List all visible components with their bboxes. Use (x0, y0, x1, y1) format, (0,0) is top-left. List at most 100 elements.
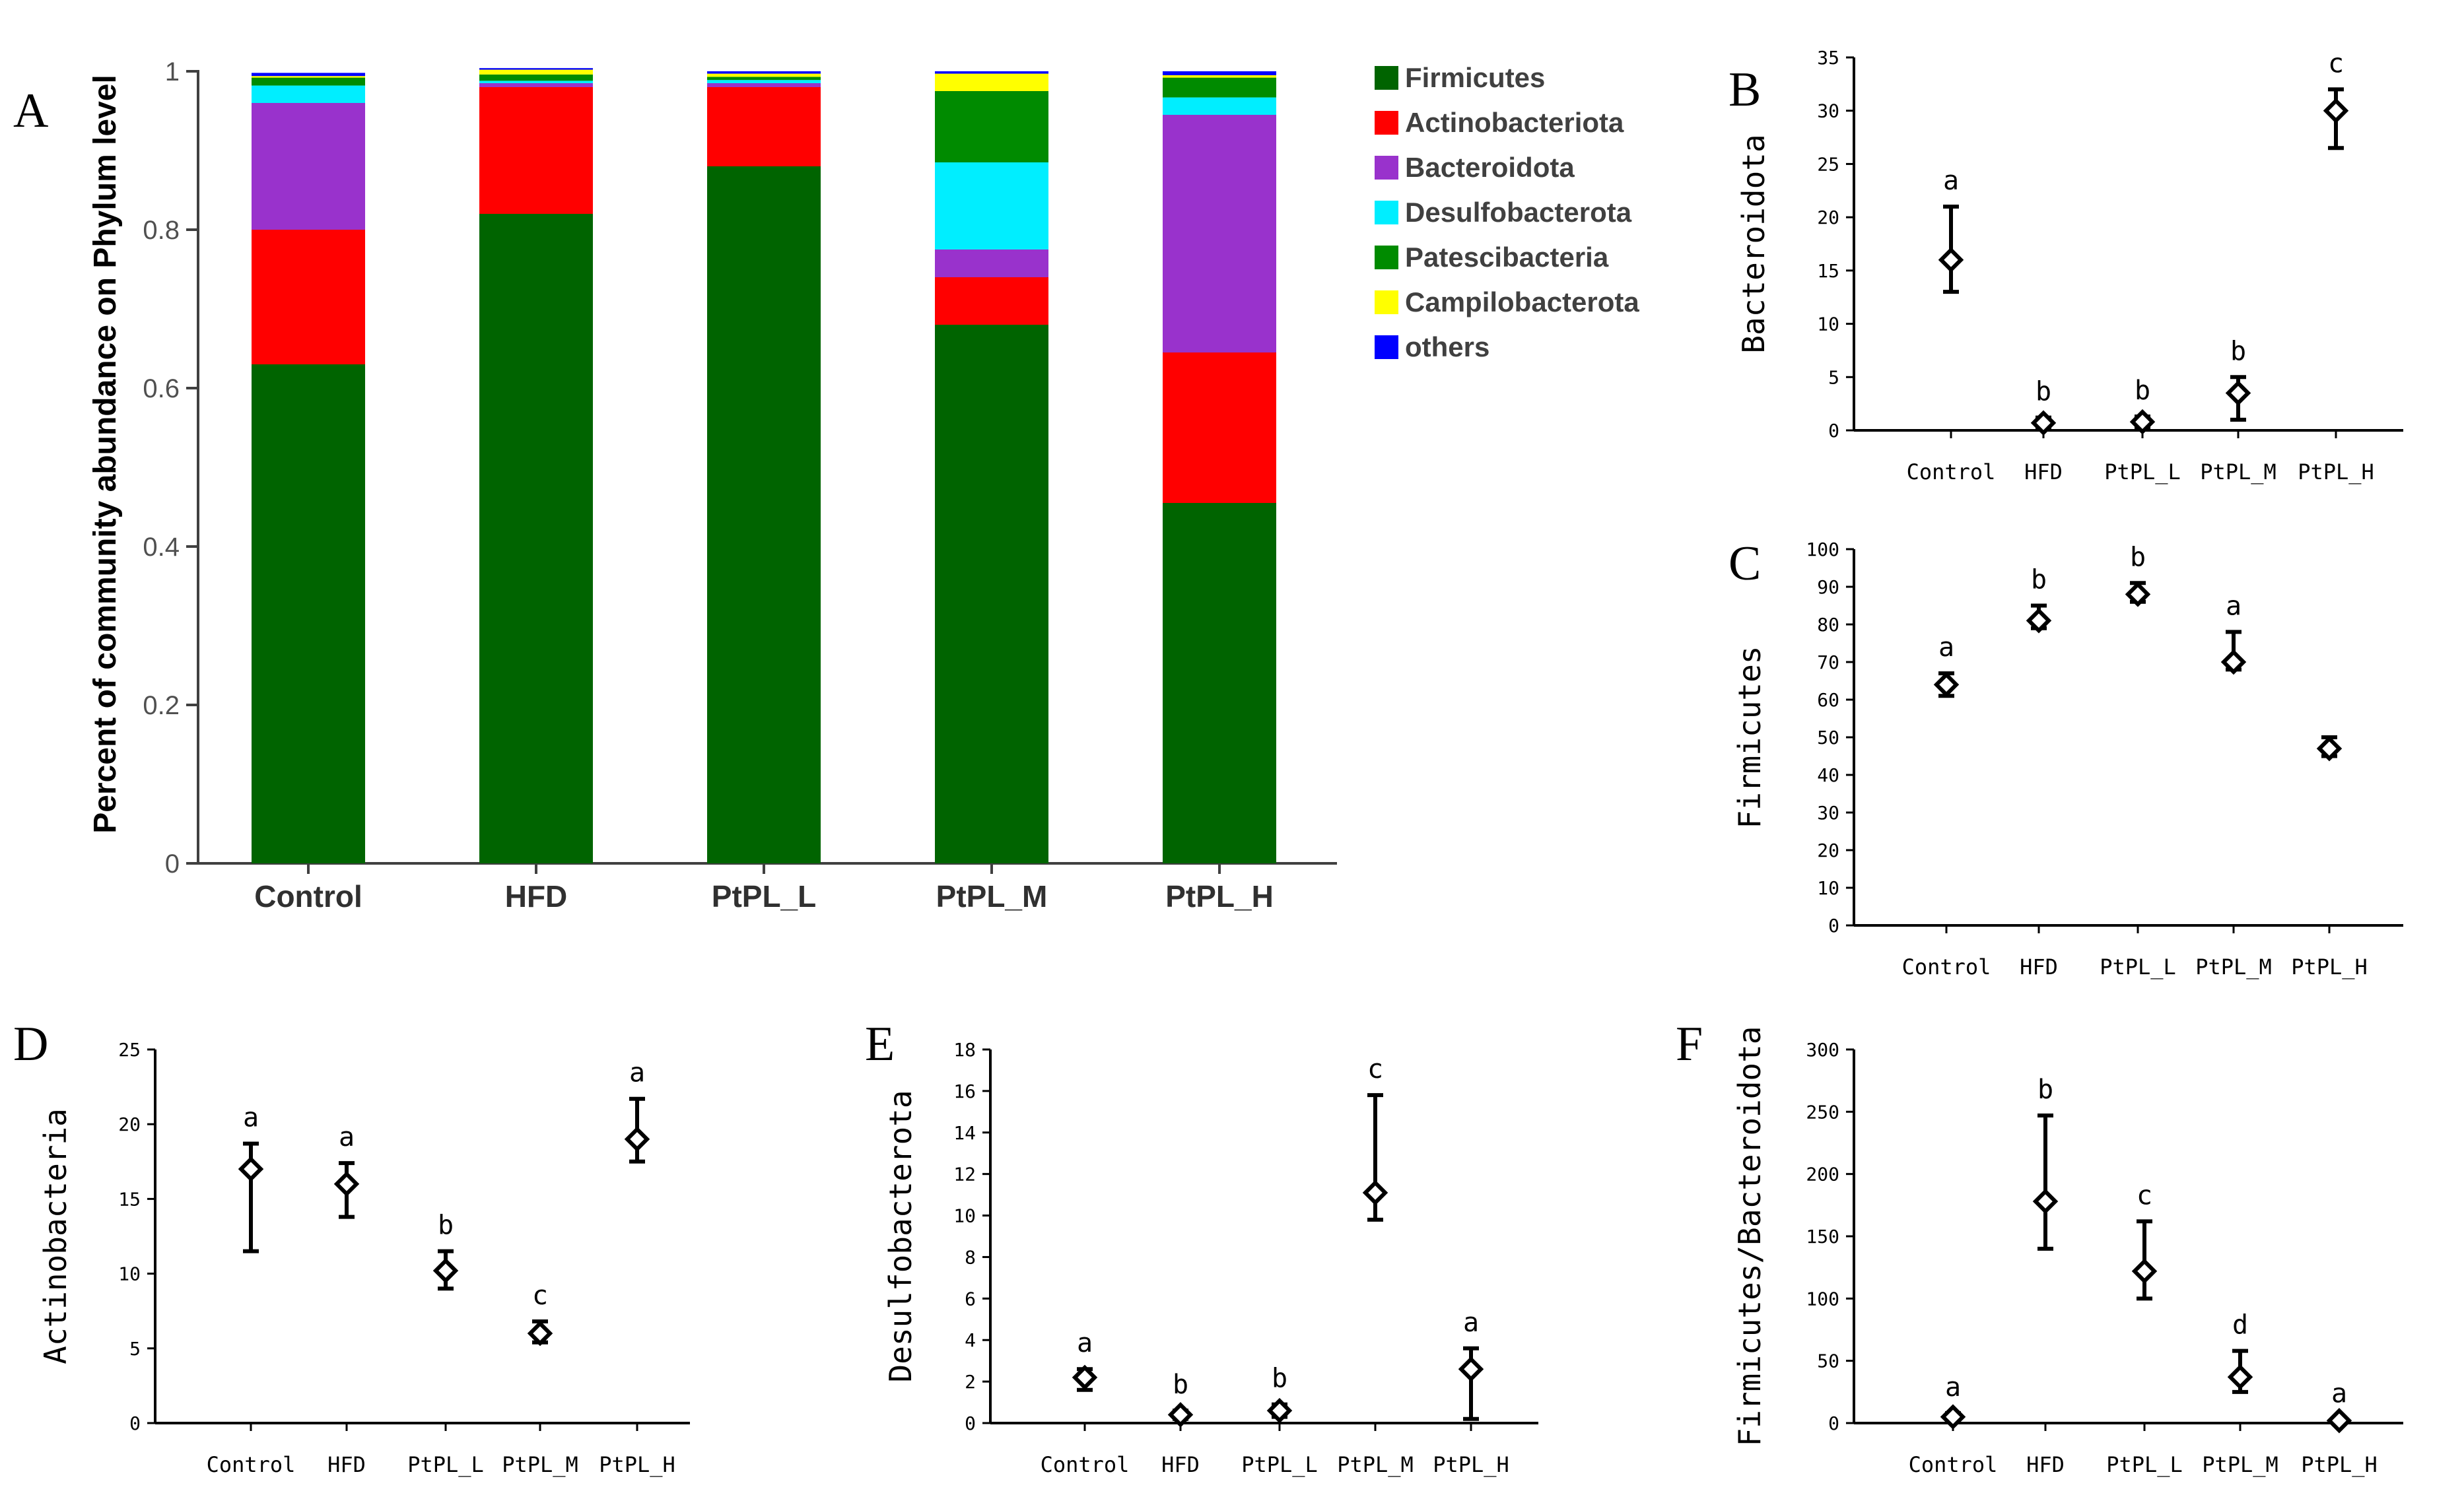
bar-segment-patescibacteria (707, 77, 821, 81)
x-tick-label: PtPL_H (2291, 954, 2368, 980)
legend-label: Patescibacteria (1405, 242, 1609, 273)
x-tick-label: PtPL_L (2100, 954, 2176, 980)
legend-swatch (1375, 335, 1398, 359)
y-tick-label: 0.2 (143, 691, 180, 720)
y-tick-label: 60 (1817, 689, 1839, 711)
y-tick-label: 5 (129, 1338, 141, 1360)
bar-segment-bacteroidota (479, 83, 593, 87)
x-tick-label: Control (207, 1452, 296, 1477)
y-tick-label: 200 (1806, 1164, 1839, 1185)
y-tick-label: 1 (165, 57, 180, 86)
significance-letter: b (2230, 336, 2246, 366)
significance-letter: c (1367, 1054, 1383, 1084)
data-point-marker (2220, 649, 2247, 675)
significance-letter: a (1463, 1308, 1479, 1338)
bar-segment-actinobacteriota (252, 230, 365, 364)
panel-letter-c: C (1728, 537, 1761, 591)
significance-letter: a (629, 1058, 645, 1088)
x-tick-label: HFD (505, 879, 568, 914)
y-axis-label: Bacteroidota (1736, 134, 1771, 353)
bar-segment-desulfobacterota (935, 162, 1048, 249)
legend-swatch (1375, 290, 1398, 314)
bar-segment-patescibacteria (1163, 77, 1276, 98)
bar-segment-actinobacteriota (1163, 352, 1276, 503)
y-tick-label: 12 (953, 1164, 976, 1185)
bar-segment-patescibacteria (252, 77, 365, 86)
x-tick-label: PtPL_H (599, 1452, 675, 1477)
x-tick-label: HFD (327, 1452, 366, 1477)
bar-segment-desulfobacterota (1163, 97, 1276, 115)
y-tick-label: 20 (1817, 207, 1839, 228)
bar-segment-campilobacterota (479, 69, 593, 75)
bar-segment-desulfobacterota (252, 85, 365, 103)
y-axis-label: Firmicutes (1732, 646, 1767, 829)
panel-letter-b: B (1728, 63, 1761, 117)
x-tick-label: HFD (1161, 1452, 1200, 1477)
y-tick-label: 70 (1817, 651, 1839, 673)
y-tick-label: 0 (1828, 420, 1839, 442)
bar-segment-firmicutes (1163, 503, 1276, 863)
x-tick-label: PtPL_L (1241, 1452, 1318, 1477)
y-tick-label: 0 (1828, 915, 1839, 937)
significance-letter: b (2036, 377, 2051, 407)
significance-letter: a (2226, 591, 2242, 621)
panel-b: B 0 5 10 15 20 25 30 35 Bacteroidota Control a HFD b P… (1728, 47, 2403, 484)
x-tick-label: PtPL_M (502, 1452, 578, 1477)
bar-segment-firmicutes (707, 166, 821, 863)
bar-segment-desulfobacterota (707, 80, 821, 83)
y-tick-label: 30 (1817, 802, 1839, 824)
y-tick-label: 14 (953, 1122, 976, 1144)
bar-segment-actinobacteriota (935, 277, 1048, 325)
significance-letter: b (1173, 1370, 1188, 1400)
bar-segment-campilobacterota (1163, 75, 1276, 78)
y-tick-label: 40 (1817, 764, 1839, 786)
x-tick-label: PtPL_H (1433, 1452, 1509, 1477)
significance-letter: a (243, 1103, 259, 1133)
y-tick-label: 0 (1828, 1413, 1839, 1434)
y-tick-label: 100 (1806, 539, 1839, 560)
y-tick-label: 0.4 (143, 533, 180, 562)
x-tick-label: Control (1041, 1452, 1130, 1477)
legend-swatch (1375, 66, 1398, 90)
legend-label: others (1405, 331, 1489, 362)
y-tick-label: 8 (965, 1246, 976, 1268)
y-tick-label: 16 (953, 1081, 976, 1102)
x-tick-label: PtPL_H (2301, 1452, 2378, 1477)
y-tick-label: 25 (1817, 153, 1839, 175)
bar-segment-patescibacteria (479, 74, 593, 81)
x-tick-label: PtPL_M (936, 879, 1048, 914)
bar-segment-bacteroidota (935, 249, 1048, 277)
y-tick-label: 0 (965, 1413, 976, 1434)
x-tick-label: PtPL_H (2298, 459, 2374, 484)
x-tick-label: PtPL_M (1337, 1452, 1414, 1477)
panel-letter-e: E (865, 1017, 895, 1071)
data-point-marker (1072, 1364, 1098, 1391)
bar-segment-desulfobacterota (479, 81, 593, 83)
significance-letter: b (2130, 542, 2146, 572)
bar-segment-actinobacteriota (479, 87, 593, 214)
y-tick-label: 2 (965, 1371, 976, 1393)
data-point-marker (2326, 1407, 2352, 1434)
y-tick-label: 15 (1817, 260, 1839, 282)
y-axis-label: Desulfobacterota (883, 1090, 918, 1382)
bar-segment-bacteroidota (252, 103, 365, 230)
y-tick-label: 6 (965, 1288, 976, 1310)
y-tick-label: 50 (1817, 727, 1839, 748)
bar-segment-bacteroidota (707, 83, 821, 87)
y-tick-label: 10 (953, 1205, 976, 1227)
y-tick-label: 15 (118, 1188, 141, 1210)
y-tick-label: 250 (1806, 1101, 1839, 1123)
panel-d: D 0 5 10 15 20 25 Actinobacteria Control a HFD a PtP… (13, 1017, 690, 1477)
significance-letter: b (438, 1211, 454, 1241)
data-point-marker (2316, 735, 2343, 762)
panel-letter-f: F (1676, 1017, 1703, 1071)
legend-label: Firmicutes (1405, 62, 1545, 93)
y-tick-label: 50 (1817, 1350, 1839, 1372)
y-tick-label: 4 (965, 1329, 976, 1351)
legend-swatch (1375, 246, 1398, 269)
y-tick-label: 80 (1817, 614, 1839, 636)
significance-letter: a (2331, 1378, 2347, 1409)
bar-segment-bacteroidota (1163, 115, 1276, 352)
x-tick-label: PtPL_L (407, 1452, 484, 1477)
